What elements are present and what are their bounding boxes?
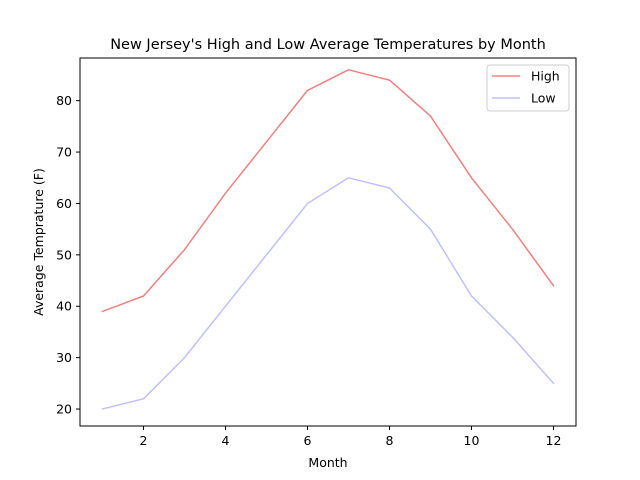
x-tick-label: 4 [222, 433, 230, 448]
legend-label-high: High [531, 69, 560, 84]
y-tick-label: 20 [56, 402, 72, 417]
x-tick-label: 6 [304, 433, 312, 448]
y-tick-label: 70 [56, 145, 72, 160]
y-tick-label: 50 [56, 247, 72, 262]
series-layer [101, 69, 555, 410]
plot-area: 2 4 6 8 10 12 20 30 40 50 60 70 80 [56, 57, 577, 448]
x-tick-label: 10 [464, 433, 480, 448]
y-axis-label: Average Temprature (F) [31, 168, 46, 316]
axes-frame [79, 57, 577, 427]
series-line-high [101, 69, 555, 313]
x-tick-label: 8 [386, 433, 394, 448]
x-tick-label: 12 [546, 433, 562, 448]
y-tick-label: 40 [56, 299, 72, 314]
legend-label-low: Low [531, 91, 556, 106]
chart-title: New Jersey's High and Low Average Temper… [110, 37, 546, 53]
x-tick-label: 2 [140, 433, 148, 448]
x-axis-label: Month [308, 455, 347, 470]
y-tick-label: 30 [56, 350, 72, 365]
y-axis-ticks: 20 30 40 50 60 70 80 [56, 93, 80, 417]
series-line-low [101, 177, 555, 410]
y-tick-label: 60 [56, 196, 72, 211]
legend: High Low [486, 64, 570, 112]
y-tick-label: 80 [56, 93, 72, 108]
x-axis-ticks: 2 4 6 8 10 12 [140, 426, 562, 448]
